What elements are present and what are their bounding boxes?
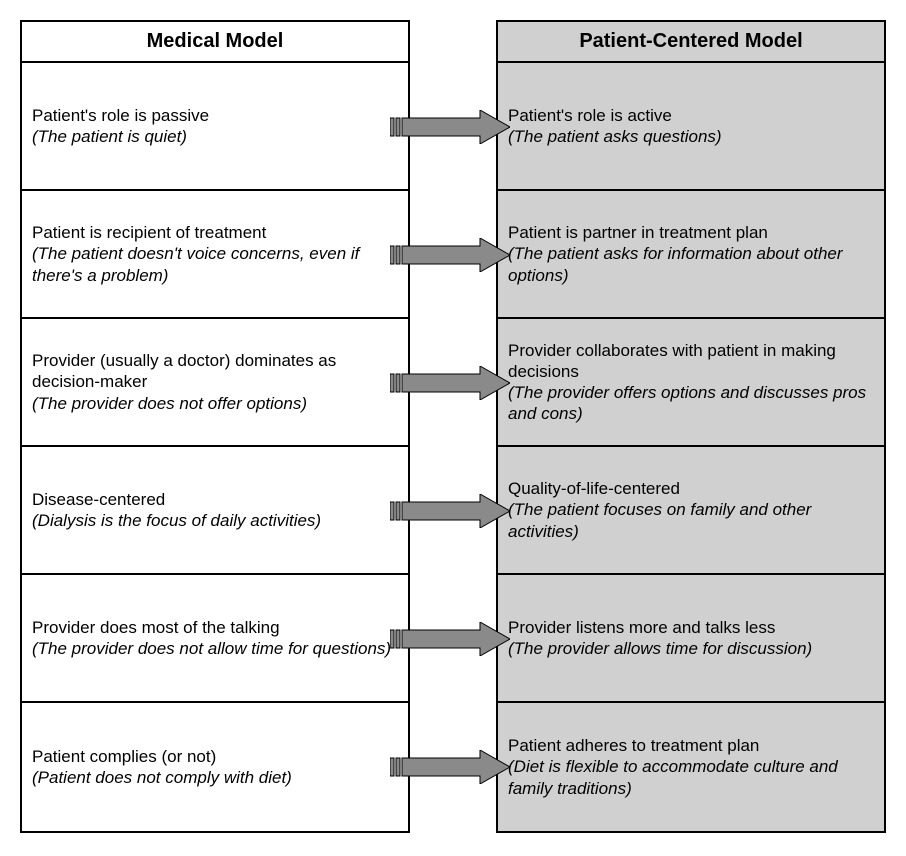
right-cell-0: Patient's role is active (The patient as… — [498, 63, 884, 191]
left-header: Medical Model — [22, 22, 408, 63]
cell-sub: (The provider offers options and discuss… — [508, 382, 874, 425]
left-cell-3: Disease-centered (Dialysis is the focus … — [22, 447, 408, 575]
cell-sub: (The patient asks questions) — [508, 126, 722, 147]
cell-main: Provider listens more and talks less — [508, 617, 775, 638]
cell-main: Patient's role is passive — [32, 105, 209, 126]
left-cell-2: Provider (usually a doctor) dominates as… — [22, 319, 408, 447]
left-cell-4: Provider does most of the talking (The p… — [22, 575, 408, 703]
right-column: Patient-Centered Model Patient's role is… — [496, 20, 886, 833]
left-cell-5: Patient complies (or not) (Patient does … — [22, 703, 408, 831]
cell-sub: (Dialysis is the focus of daily activiti… — [32, 510, 321, 531]
cell-main: Patient's role is active — [508, 105, 672, 126]
cell-main: Patient is partner in treatment plan — [508, 222, 768, 243]
cell-main: Quality-of-life-centered — [508, 478, 680, 499]
cell-main: Provider (usually a doctor) dominates as… — [32, 350, 398, 393]
left-cell-0: Patient's role is passive (The patient i… — [22, 63, 408, 191]
cell-main: Patient complies (or not) — [32, 746, 216, 767]
cell-sub: (The provider allows time for discussion… — [508, 638, 812, 659]
cell-sub: (The provider does not allow time for qu… — [32, 638, 391, 659]
right-cell-4: Provider listens more and talks less (Th… — [498, 575, 884, 703]
cell-sub: (The patient is quiet) — [32, 126, 187, 147]
right-cell-5: Patient adheres to treatment plan (Diet … — [498, 703, 884, 831]
comparison-diagram: Medical Model Patient's role is passive … — [20, 20, 886, 833]
cell-sub: (Patient does not comply with diet) — [32, 767, 292, 788]
cell-sub: (The patient doesn't voice concerns, eve… — [32, 243, 398, 286]
cell-sub: (The provider does not offer options) — [32, 393, 307, 414]
left-column: Medical Model Patient's role is passive … — [20, 20, 410, 833]
cell-sub: (The patient asks for information about … — [508, 243, 874, 286]
columns-wrapper: Medical Model Patient's role is passive … — [20, 20, 886, 833]
right-cell-1: Patient is partner in treatment plan (Th… — [498, 191, 884, 319]
right-cell-2: Provider collaborates with patient in ma… — [498, 319, 884, 447]
cell-main: Patient adheres to treatment plan — [508, 735, 759, 756]
right-header: Patient-Centered Model — [498, 22, 884, 63]
cell-sub: (The patient focuses on family and other… — [508, 499, 874, 542]
cell-sub: (Diet is flexible to accommodate culture… — [508, 756, 874, 799]
left-cell-1: Patient is recipient of treatment (The p… — [22, 191, 408, 319]
cell-main: Provider collaborates with patient in ma… — [508, 340, 874, 383]
cell-main: Patient is recipient of treatment — [32, 222, 266, 243]
cell-main: Disease-centered — [32, 489, 165, 510]
cell-main: Provider does most of the talking — [32, 617, 280, 638]
right-cell-3: Quality-of-life-centered (The patient fo… — [498, 447, 884, 575]
